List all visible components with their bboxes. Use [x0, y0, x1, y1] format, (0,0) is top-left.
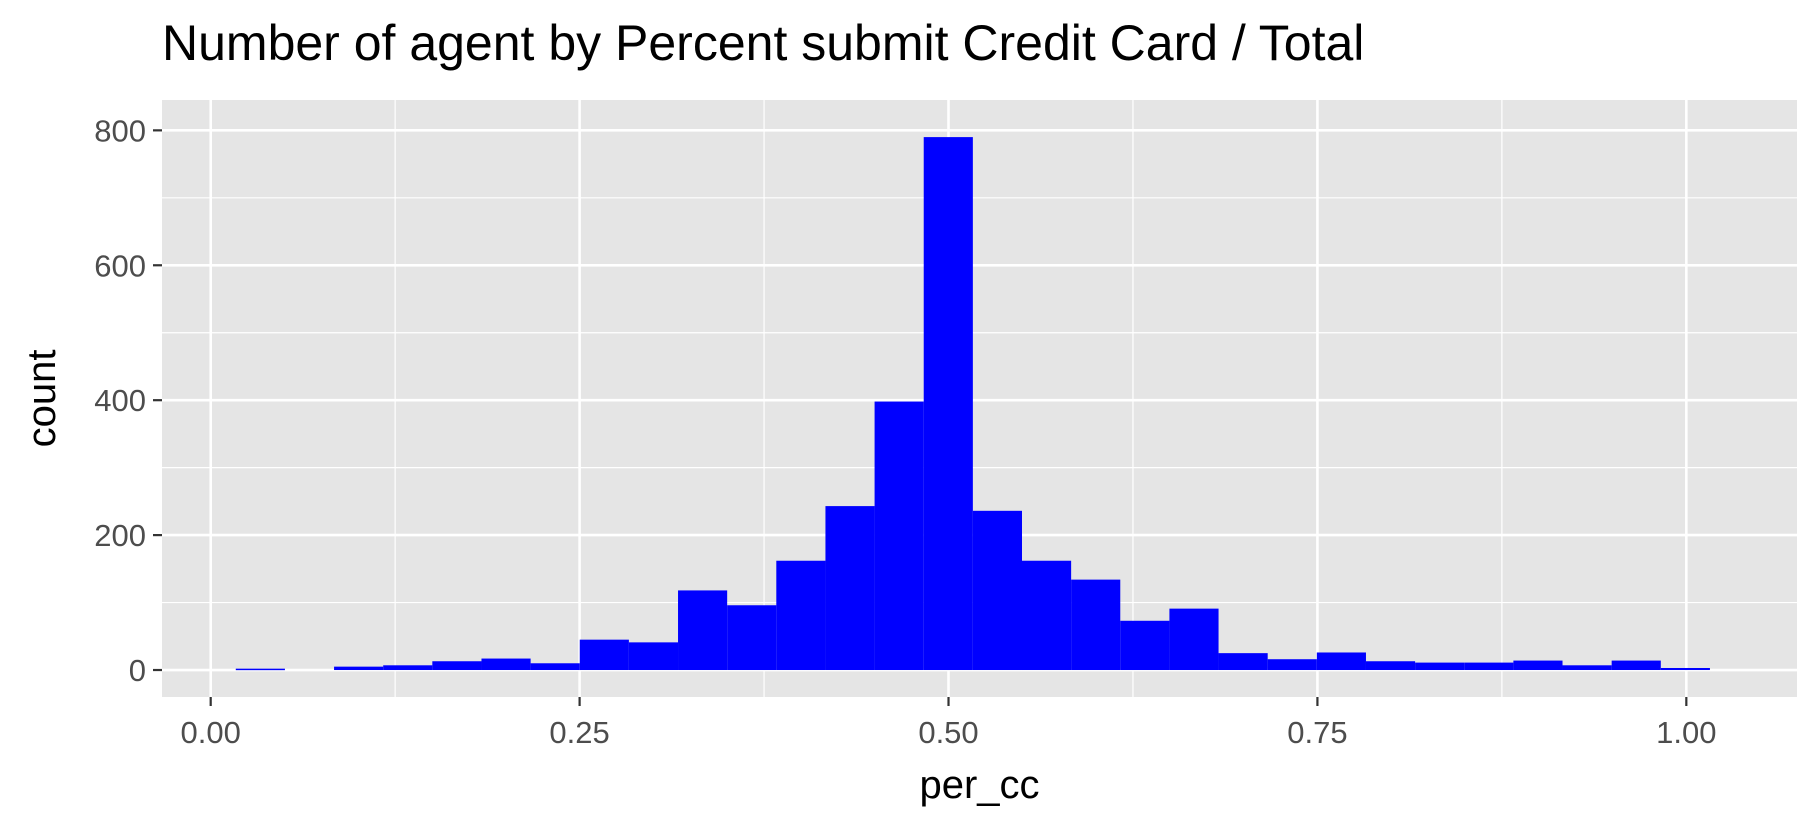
- histogram-bar: [1611, 660, 1661, 671]
- histogram-bar: [727, 605, 777, 671]
- histogram-bar: [874, 401, 924, 671]
- histogram-bar: [432, 661, 482, 671]
- histogram-bar: [1464, 662, 1514, 671]
- histogram-bar: [1562, 665, 1612, 671]
- y-tick-label: 400: [94, 383, 146, 418]
- histogram-bar: [1660, 667, 1710, 671]
- x-tick-label: 0.00: [181, 715, 241, 750]
- histogram-bar: [530, 663, 580, 671]
- histogram-bar: [1071, 579, 1121, 671]
- histogram-bar: [1218, 653, 1268, 671]
- x-tick-label: 1.00: [1656, 715, 1716, 750]
- chart-title: Number of agent by Percent submit Credit…: [162, 15, 1365, 71]
- histogram-bar: [776, 560, 826, 671]
- histogram-bar: [1021, 560, 1072, 671]
- histogram-bar: [481, 658, 531, 671]
- histogram-bar: [1316, 652, 1366, 671]
- histogram-bar: [1267, 659, 1317, 671]
- histogram-bar: [1415, 662, 1465, 671]
- histogram-bar: [678, 590, 728, 671]
- histogram-bar: [1120, 620, 1170, 671]
- y-tick-label: 200: [94, 518, 146, 553]
- histogram-bar: [383, 665, 433, 671]
- y-tick-label: 0: [129, 653, 146, 688]
- histogram-bar: [579, 639, 629, 671]
- histogram-bar: [972, 510, 1022, 671]
- histogram-bar: [334, 666, 384, 671]
- x-tick-label: 0.25: [549, 715, 609, 750]
- histogram-bar: [1169, 608, 1219, 671]
- histogram-bar: [923, 137, 973, 671]
- grid-lines: [162, 100, 1797, 697]
- y-tick-label: 800: [94, 113, 146, 148]
- histogram-bar: [628, 642, 679, 671]
- histogram-bar: [1365, 661, 1416, 671]
- x-tick-label: 0.75: [1287, 715, 1347, 750]
- y-tick-label: 600: [94, 248, 146, 283]
- x-tick-label: 0.50: [918, 715, 978, 750]
- histogram-bars: [235, 137, 1710, 671]
- x-axis-title: per_cc: [919, 763, 1039, 807]
- axes: 0.00 0.25 0.50 0.75 1.00 0 200 400 600 800: [94, 113, 1716, 750]
- histogram-bar: [825, 506, 875, 671]
- histogram-bar: [235, 668, 285, 671]
- y-axis-title: count: [20, 350, 64, 448]
- histogram-bar: [1513, 660, 1563, 671]
